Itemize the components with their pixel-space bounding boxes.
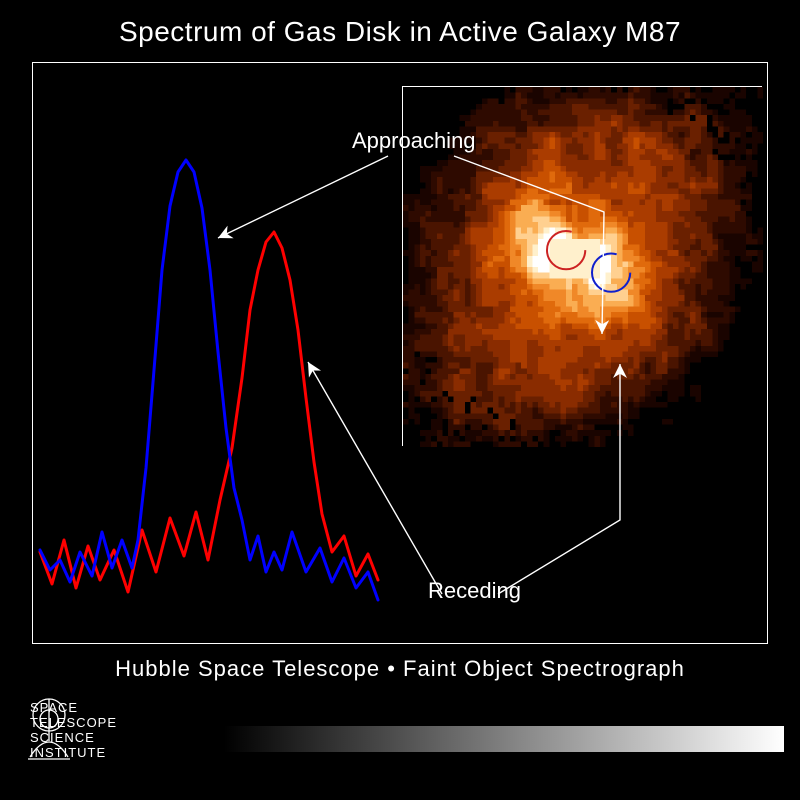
label-receding: Receding: [428, 578, 521, 604]
label-approaching: Approaching: [352, 128, 476, 154]
page-root: { "title": "Spectrum of Gas Disk in Acti…: [0, 0, 800, 800]
stsci-logo: SPACE TELESCOPE SCIENCE INSTITUTE: [24, 700, 117, 760]
grayscale-bar: [188, 726, 784, 752]
page-title: Spectrum of Gas Disk in Active Galaxy M8…: [0, 16, 800, 48]
logo-icon: [24, 697, 74, 763]
subtitle: Hubble Space Telescope • Faint Object Sp…: [0, 656, 800, 682]
